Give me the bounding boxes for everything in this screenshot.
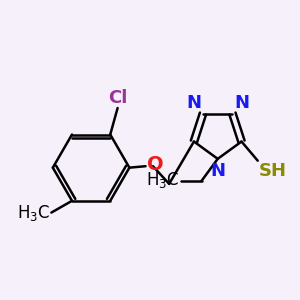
Text: H$_3$C: H$_3$C <box>17 202 50 223</box>
Text: Cl: Cl <box>108 88 127 106</box>
Text: O: O <box>147 155 164 174</box>
Text: SH: SH <box>259 162 287 180</box>
Text: H$_3$C: H$_3$C <box>146 170 179 190</box>
Text: N: N <box>234 94 249 112</box>
Text: N: N <box>210 162 225 180</box>
Text: N: N <box>187 94 202 112</box>
